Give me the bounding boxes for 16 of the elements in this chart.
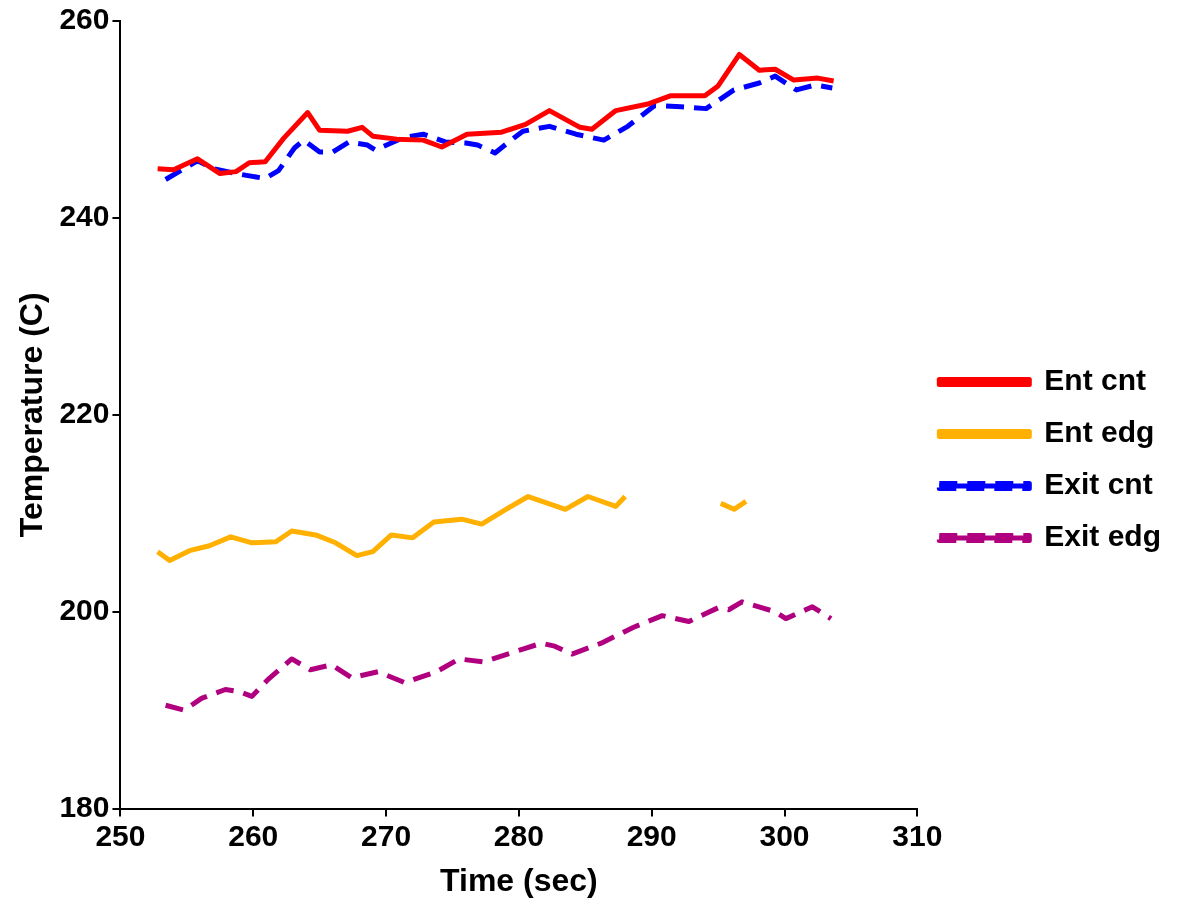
y-tick-label: 200 xyxy=(59,592,110,626)
x-tick-label: 270 xyxy=(361,818,412,852)
legend-label: Exit edg xyxy=(1044,519,1162,553)
x-axis-title: Time (sec) xyxy=(440,861,598,898)
legend-label: Exit cnt xyxy=(1044,467,1153,501)
y-tick-label: 260 xyxy=(59,2,110,36)
x-tick-label: 290 xyxy=(626,818,677,852)
x-tick-label: 300 xyxy=(759,818,810,852)
x-tick-label: 260 xyxy=(228,818,279,852)
y-tick-label: 240 xyxy=(59,199,110,233)
y-axis-title: Temperature (C) xyxy=(13,292,50,538)
x-tick-label: 310 xyxy=(892,818,943,852)
x-tick-label: 280 xyxy=(493,818,544,852)
legend-label: Ent edg xyxy=(1044,415,1155,449)
y-tick-label: 220 xyxy=(59,396,110,430)
legend-label: Ent cnt xyxy=(1044,363,1146,397)
